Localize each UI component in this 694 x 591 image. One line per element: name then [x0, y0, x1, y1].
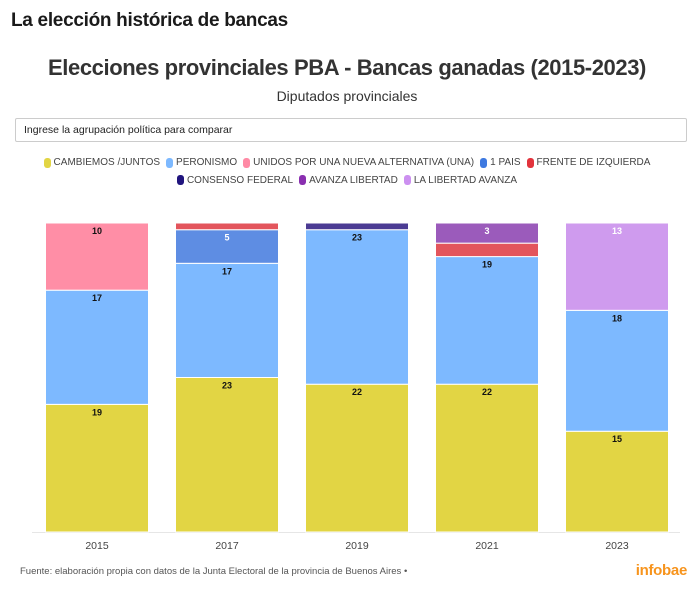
- legend-item[interactable]: LA LIBERTAD AVANZA: [403, 173, 518, 188]
- bar-segment[interactable]: [305, 229, 409, 385]
- bar-segment[interactable]: [565, 309, 669, 432]
- page-title: La elección histórica de bancas: [11, 10, 288, 31]
- bar-segment[interactable]: [175, 262, 279, 379]
- legend-item[interactable]: CAMBIEMOS /JUNTOS: [43, 155, 161, 170]
- bar-stack-2015: 19 17 10: [45, 222, 149, 533]
- bar-data-label: 19: [482, 260, 492, 270]
- bar-segment[interactable]: [45, 403, 149, 533]
- legend-swatch-icon: [299, 175, 307, 185]
- bar-segment[interactable]: [435, 256, 539, 385]
- bar-segment[interactable]: [45, 289, 149, 405]
- bar-data-label: 23: [352, 233, 362, 243]
- legend-swatch-icon: [166, 157, 174, 168]
- bar-segment[interactable]: [175, 222, 279, 231]
- bar-data-label: 22: [482, 387, 492, 397]
- bar-segment[interactable]: [565, 430, 669, 533]
- bar-data-label: 23: [222, 381, 232, 391]
- bar-segment[interactable]: [305, 383, 409, 533]
- legend-label: PERONISMO: [176, 157, 238, 168]
- legend-label: UNIDOS POR UNA NUEVA ALTERNATIVA (UNA): [253, 157, 475, 168]
- legend-swatch-icon: [43, 157, 51, 168]
- legend-swatch-icon: [403, 175, 411, 185]
- bar-segment[interactable]: [175, 377, 279, 533]
- bar-data-label: 19: [92, 407, 102, 417]
- legend-swatch-icon: [526, 157, 534, 168]
- bar-segment[interactable]: [175, 229, 279, 264]
- chart-title: Elecciones provinciales PBA - Bancas gan…: [48, 55, 646, 80]
- legend-label: CONSENSO FEDERAL: [186, 174, 294, 186]
- legend-item[interactable]: UNIDOS POR UNA NUEVA ALTERNATIVA (UNA): [243, 155, 474, 170]
- bar-segment[interactable]: [435, 242, 539, 258]
- x-tick-label: 2019: [345, 540, 369, 552]
- bar-stack-2021: 22 19 3: [435, 222, 539, 533]
- legend-label: CAMBIEMOS /JUNTOS: [53, 157, 161, 168]
- bar-stack-2023: 15 18 13: [565, 222, 669, 533]
- bar-data-label: 15: [612, 434, 622, 444]
- legend-label: FRENTE DE IZQUIERDA: [536, 157, 651, 168]
- stacked-bar-chart: 19 17 10 2015 23 17 5 2017 22 23 2019 22 19 3 2021 15 18…: [32, 222, 680, 552]
- x-tick-label: 2021: [475, 540, 499, 552]
- infobae-logo[interactable]: infobae: [635, 562, 688, 579]
- source-note: Fuente: elaboración propia con datos de …: [20, 566, 408, 577]
- bar-segment[interactable]: [305, 222, 409, 231]
- legend-swatch-icon: [176, 175, 184, 185]
- bar-data-label: 5: [224, 233, 229, 243]
- legend-row: CONSENSO FEDERAL AVANZA LIBERTAD LA LIBERT…: [20, 173, 674, 191]
- x-tick-label: 2015: [85, 540, 109, 552]
- legend-swatch-icon: [243, 157, 251, 168]
- bar-stack-2017: 23 17 5: [175, 222, 279, 533]
- bar-segment[interactable]: [435, 222, 539, 244]
- bar-segment[interactable]: [45, 222, 149, 291]
- bar-segment[interactable]: [435, 383, 539, 533]
- legend-label: 1 PAIS: [490, 157, 521, 168]
- chart-legend: CAMBIEMOS /JUNTOS PERONISMO UNIDOS POR UNA…: [20, 155, 674, 190]
- bar-data-label: 13: [612, 226, 622, 236]
- legend-label: AVANZA LIBERTAD: [309, 174, 398, 186]
- legend-item[interactable]: AVANZA LIBERTAD: [299, 173, 398, 188]
- party-search-input[interactable]: [15, 118, 687, 142]
- legend-item[interactable]: FRENTE DE IZQUIERDA: [526, 155, 651, 170]
- legend-row: CAMBIEMOS /JUNTOS PERONISMO UNIDOS POR UNA…: [20, 155, 674, 173]
- legend-item[interactable]: CONSENSO FEDERAL: [176, 173, 294, 188]
- chart-subtitle: Diputados provinciales: [276, 88, 418, 104]
- legend-label: LA LIBERTAD AVANZA: [413, 174, 518, 186]
- legend-swatch-icon: [480, 157, 488, 168]
- bar-data-label: 18: [612, 313, 622, 323]
- bar-stack-2019: 22 23: [305, 222, 409, 533]
- legend-item[interactable]: PERONISMO: [166, 155, 237, 170]
- bar-data-label: 10: [92, 226, 102, 236]
- x-tick-label: 2017: [215, 540, 239, 552]
- x-tick-label: 2023: [605, 540, 629, 552]
- legend-item[interactable]: 1 PAIS: [480, 155, 521, 170]
- bar-data-label: 22: [352, 387, 362, 397]
- bar-data-label: 17: [222, 266, 232, 276]
- bar-data-label: 17: [92, 293, 102, 303]
- bar-data-label: 3: [484, 226, 489, 236]
- bar-segment[interactable]: [565, 222, 669, 311]
